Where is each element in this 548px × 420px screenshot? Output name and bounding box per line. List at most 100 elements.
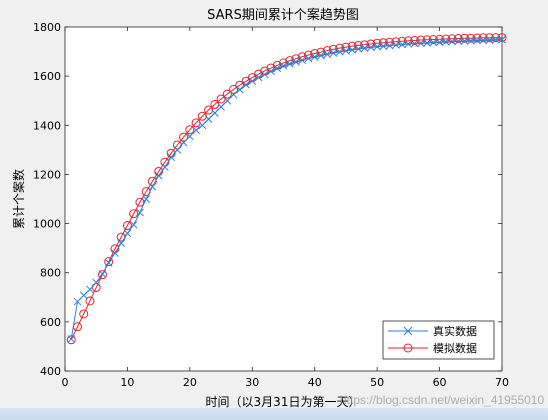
bottom-strip: [0, 408, 548, 420]
data-point-cross: [229, 90, 238, 99]
data-point-circle: [279, 58, 288, 68]
data-point-cross: [354, 45, 363, 53]
data-point-circle: [97, 270, 107, 280]
data-point-cross: [248, 77, 257, 85]
data-point-circle: [85, 296, 95, 306]
x-tick-label: 60: [433, 376, 447, 389]
data-point-cross: [242, 80, 250, 89]
data-series: [66, 33, 507, 345]
data-point-cross: [441, 37, 450, 46]
data-point-cross: [335, 47, 344, 56]
data-point-cross: [285, 60, 294, 68]
data-point-cross: [273, 64, 282, 73]
data-point-cross: [404, 40, 413, 48]
data-point-cross: [167, 153, 175, 162]
data-point-cross: [204, 115, 213, 123]
data-point-cross: [367, 43, 375, 52]
legend-marker-real: [403, 326, 413, 336]
x-axis-label: 时间（以3月31日为第一天）: [206, 395, 361, 409]
data-point-cross: [104, 259, 113, 267]
data-point-cross: [217, 103, 225, 111]
data-point-cross: [267, 67, 275, 76]
data-point-circle: [79, 309, 89, 319]
data-point-cross: [111, 249, 119, 257]
data-point-cross: [423, 39, 431, 47]
data-point-cross: [379, 42, 388, 51]
data-point-cross: [454, 37, 463, 46]
data-point-circle: [266, 63, 276, 73]
data-point-cross: [210, 109, 219, 117]
data-point-circle: [272, 60, 282, 70]
data-point-cross: [86, 285, 94, 294]
y-axis-label: 累计个案数: [11, 169, 26, 229]
y-tick-label: 400: [40, 365, 61, 378]
chart-title: SARS期间累计个案趋势图: [207, 7, 359, 23]
y-tick-label: 800: [40, 267, 61, 280]
data-point-cross: [161, 163, 169, 171]
data-point-cross: [198, 121, 207, 130]
data-point-cross: [323, 50, 332, 59]
data-point-cross: [179, 138, 188, 147]
x-tick-label: 10: [120, 376, 134, 389]
y-tick-label: 600: [40, 316, 61, 329]
y-tick-label: 1600: [33, 70, 61, 83]
data-point-cross: [123, 229, 132, 238]
data-point-cross: [435, 38, 444, 47]
data-point-cross: [317, 51, 325, 60]
data-point-circle: [135, 197, 145, 207]
x-tick-label: 0: [62, 376, 69, 389]
data-point-cross: [260, 70, 269, 79]
data-point-cross: [67, 335, 76, 343]
data-point-cross: [117, 239, 126, 248]
data-point-cross: [154, 171, 163, 180]
data-point-cross: [448, 37, 456, 46]
series-real: [67, 35, 506, 343]
data-point-cross: [479, 36, 488, 45]
data-point-cross: [186, 132, 194, 141]
y-tick-label: 1800: [33, 21, 61, 34]
legend-label-model: 模拟数据: [433, 341, 477, 355]
data-point-cross: [466, 36, 475, 45]
legend: 真实数据 模拟数据: [382, 320, 495, 360]
data-point-cross: [392, 41, 400, 49]
data-point-cross: [79, 291, 88, 300]
data-point-cross: [98, 270, 107, 278]
data-point-cross: [416, 39, 425, 48]
data-point-cross: [473, 36, 481, 45]
data-point-cross: [173, 146, 182, 154]
y-tick-label: 1000: [33, 218, 61, 231]
x-tick-label: 70: [495, 376, 509, 389]
data-point-circle: [104, 257, 114, 267]
data-point-cross: [310, 53, 319, 61]
data-point-circle: [129, 209, 139, 219]
data-point-circle: [185, 125, 195, 135]
data-point-circle: [229, 84, 239, 94]
data-point-circle: [179, 132, 189, 142]
legend-box: [382, 320, 495, 360]
y-tick-label: 1200: [33, 168, 61, 181]
data-point-circle: [147, 176, 157, 186]
data-point-cross: [498, 35, 506, 44]
legend-label-real: 真实数据: [433, 324, 477, 338]
data-point-circle: [222, 89, 232, 99]
data-point-cross: [398, 40, 406, 49]
data-point-cross: [223, 96, 232, 105]
data-point-cross: [279, 61, 288, 70]
x-tick-label: 50: [370, 376, 384, 389]
data-point-circle: [122, 221, 132, 231]
data-point-cross: [292, 58, 300, 66]
axes-ticks: 0 10 20 30 40 50 60 70 400 600 800 1000 1200 1400 1600…: [33, 21, 509, 389]
legend-marker-model: [403, 343, 413, 353]
data-point-cross: [298, 56, 307, 65]
data-point-cross: [385, 41, 394, 50]
x-tick-label: 40: [308, 376, 322, 389]
data-point-cross: [92, 278, 101, 287]
series-line: [70, 39, 503, 340]
data-point-cross: [491, 35, 500, 44]
data-point-cross: [254, 73, 263, 82]
data-point-cross: [235, 85, 244, 94]
data-point-cross: [73, 297, 82, 306]
data-point-cross: [329, 49, 338, 57]
data-point-cross: [410, 39, 419, 48]
